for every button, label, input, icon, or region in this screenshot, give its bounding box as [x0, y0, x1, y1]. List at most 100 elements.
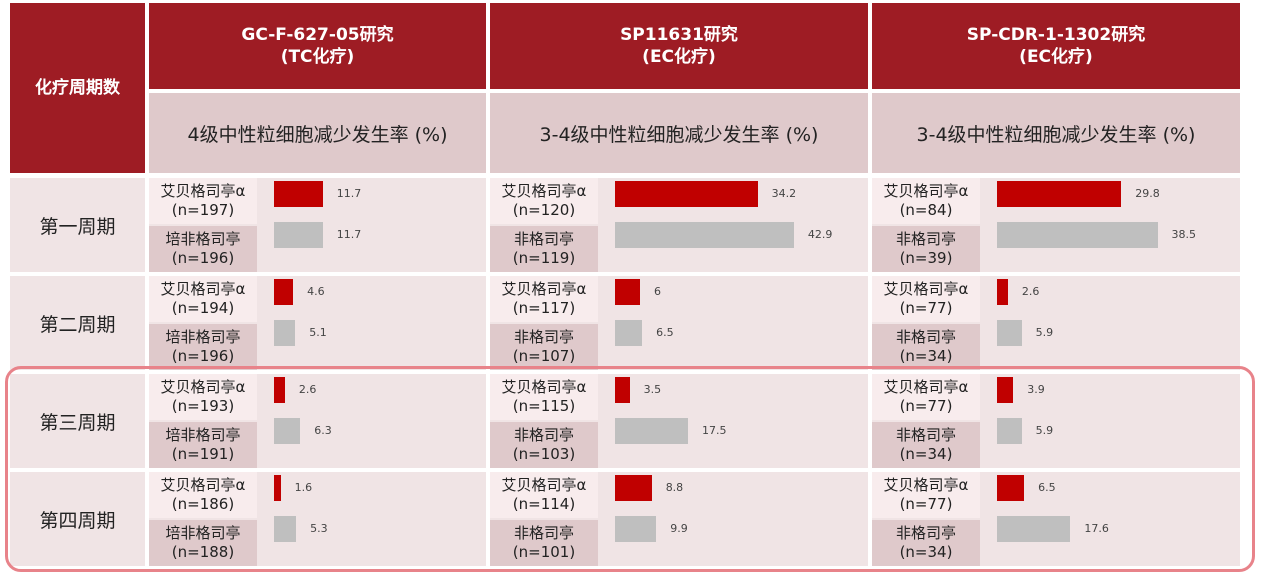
control-label: 非格司亭 (n=39) — [872, 226, 980, 272]
control-label: 非格司亭 (n=34) — [872, 422, 980, 468]
study-regimen: (TC化疗) — [280, 47, 355, 67]
treatment-value: 2.6 — [298, 383, 317, 396]
treatment-n: (n=117) — [512, 299, 576, 317]
treatment-label: 艾贝格司亭α (n=194) — [149, 276, 257, 322]
control-name: 非格司亭 — [513, 328, 574, 346]
treatment-label: 艾贝格司亭α (n=77) — [872, 374, 980, 420]
control-label: 非格司亭 (n=119) — [490, 226, 598, 272]
control-name: 培非格司亭 — [165, 328, 241, 346]
control-bar — [997, 516, 1071, 542]
treatment-bar — [274, 377, 285, 403]
control-name: 非格司亭 — [895, 230, 956, 248]
control-n: (n=39) — [899, 249, 953, 267]
study-header: GC-F-627-05研究 (TC化疗) — [149, 3, 486, 89]
treatment-value: 11.7 — [336, 187, 362, 200]
treatment-n: (n=120) — [512, 201, 576, 219]
period-label: 第四周期 — [10, 472, 145, 566]
period-label: 第二周期 — [10, 276, 145, 370]
treatment-name: 艾贝格司亭α — [501, 280, 587, 298]
treatment-bar — [274, 279, 294, 305]
treatment-value: 6 — [654, 285, 662, 298]
metric-header: 3-4级中性粒细胞减少发生率 (%) — [872, 93, 1240, 173]
control-name: 非格司亭 — [513, 426, 574, 444]
control-n: (n=34) — [899, 445, 953, 463]
control-value: 38.5 — [1171, 228, 1197, 241]
treatment-name: 艾贝格司亭α — [160, 280, 246, 298]
treatment-value: 2.6 — [1021, 285, 1040, 298]
control-n: (n=196) — [171, 347, 235, 365]
treatment-name: 艾贝格司亭α — [160, 182, 246, 200]
control-value: 5.9 — [1035, 424, 1054, 437]
control-name: 非格司亭 — [895, 328, 956, 346]
control-bar — [615, 418, 688, 444]
treatment-n: (n=193) — [171, 397, 235, 415]
control-value: 17.5 — [701, 424, 727, 437]
control-bar — [274, 222, 323, 248]
treatment-bar — [997, 279, 1008, 305]
period-label: 第三周期 — [10, 374, 145, 468]
treatment-label: 艾贝格司亭α (n=114) — [490, 472, 598, 518]
study-header: SP11631研究 (EC化疗) — [490, 3, 868, 89]
control-name: 培非格司亭 — [165, 230, 241, 248]
control-label: 非格司亭 (n=34) — [872, 520, 980, 566]
control-bar — [997, 320, 1022, 346]
treatment-bar — [997, 181, 1122, 207]
study-name: GC-F-627-05研究 — [241, 25, 394, 45]
control-n: (n=196) — [171, 249, 235, 267]
study-header: SP-CDR-1-1302研究 (EC化疗) — [872, 3, 1240, 89]
treatment-bar — [997, 377, 1014, 403]
study-name: SP11631研究 — [620, 25, 738, 45]
treatment-name: 艾贝格司亭α — [501, 378, 587, 396]
treatment-label: 艾贝格司亭α (n=197) — [149, 178, 257, 224]
treatment-name: 艾贝格司亭α — [501, 476, 587, 494]
treatment-value: 1.6 — [294, 481, 313, 494]
treatment-n: (n=197) — [171, 201, 235, 219]
treatment-value: 3.5 — [643, 383, 662, 396]
control-value: 17.6 — [1084, 522, 1109, 535]
control-name: 非格司亭 — [513, 230, 574, 248]
treatment-n: (n=84) — [899, 201, 953, 219]
control-bar — [274, 320, 296, 346]
treatment-value: 4.6 — [307, 285, 325, 298]
treatment-n: (n=186) — [171, 495, 235, 513]
treatment-label: 艾贝格司亭α (n=115) — [490, 374, 598, 420]
treatment-bar — [615, 377, 630, 403]
control-bar — [615, 320, 643, 346]
control-bar — [997, 222, 1158, 248]
treatment-label: 艾贝格司亭α (n=120) — [490, 178, 598, 224]
control-bar — [615, 222, 794, 248]
control-value: 5.1 — [309, 326, 327, 339]
control-label: 非格司亭 (n=107) — [490, 324, 598, 370]
control-n: (n=188) — [171, 543, 235, 561]
control-value: 11.7 — [336, 228, 362, 241]
control-label: 非格司亭 (n=34) — [872, 324, 980, 370]
control-label: 非格司亭 (n=101) — [490, 520, 598, 566]
control-name: 非格司亭 — [895, 426, 956, 444]
control-n: (n=103) — [512, 445, 576, 463]
control-value: 6.5 — [656, 326, 674, 339]
control-value: 6.3 — [314, 424, 332, 437]
treatment-value: 34.2 — [771, 187, 797, 200]
control-label: 培非格司亭 (n=196) — [149, 226, 257, 272]
treatment-label: 艾贝格司亭α (n=84) — [872, 178, 980, 224]
control-n: (n=191) — [171, 445, 235, 463]
control-value: 42.9 — [807, 228, 833, 241]
control-label: 培非格司亭 (n=188) — [149, 520, 257, 566]
treatment-name: 艾贝格司亭α — [883, 182, 969, 200]
treatment-bar — [615, 279, 641, 305]
treatment-name: 艾贝格司亭α — [160, 476, 246, 494]
treatment-label: 艾贝格司亭α (n=117) — [490, 276, 598, 322]
treatment-label: 艾贝格司亭α (n=186) — [149, 472, 257, 518]
control-n: (n=34) — [899, 543, 953, 561]
control-label: 培非格司亭 (n=191) — [149, 422, 257, 468]
control-name: 非格司亭 — [895, 524, 956, 542]
treatment-n: (n=77) — [899, 299, 953, 317]
treatment-n: (n=114) — [512, 495, 576, 513]
corner-header: 化疗周期数 — [10, 3, 145, 173]
control-name: 培非格司亭 — [165, 524, 241, 542]
control-name: 培非格司亭 — [165, 426, 241, 444]
control-bar — [274, 516, 297, 542]
control-label: 非格司亭 (n=103) — [490, 422, 598, 468]
treatment-name: 艾贝格司亭α — [883, 280, 969, 298]
control-value: 5.3 — [310, 522, 328, 535]
